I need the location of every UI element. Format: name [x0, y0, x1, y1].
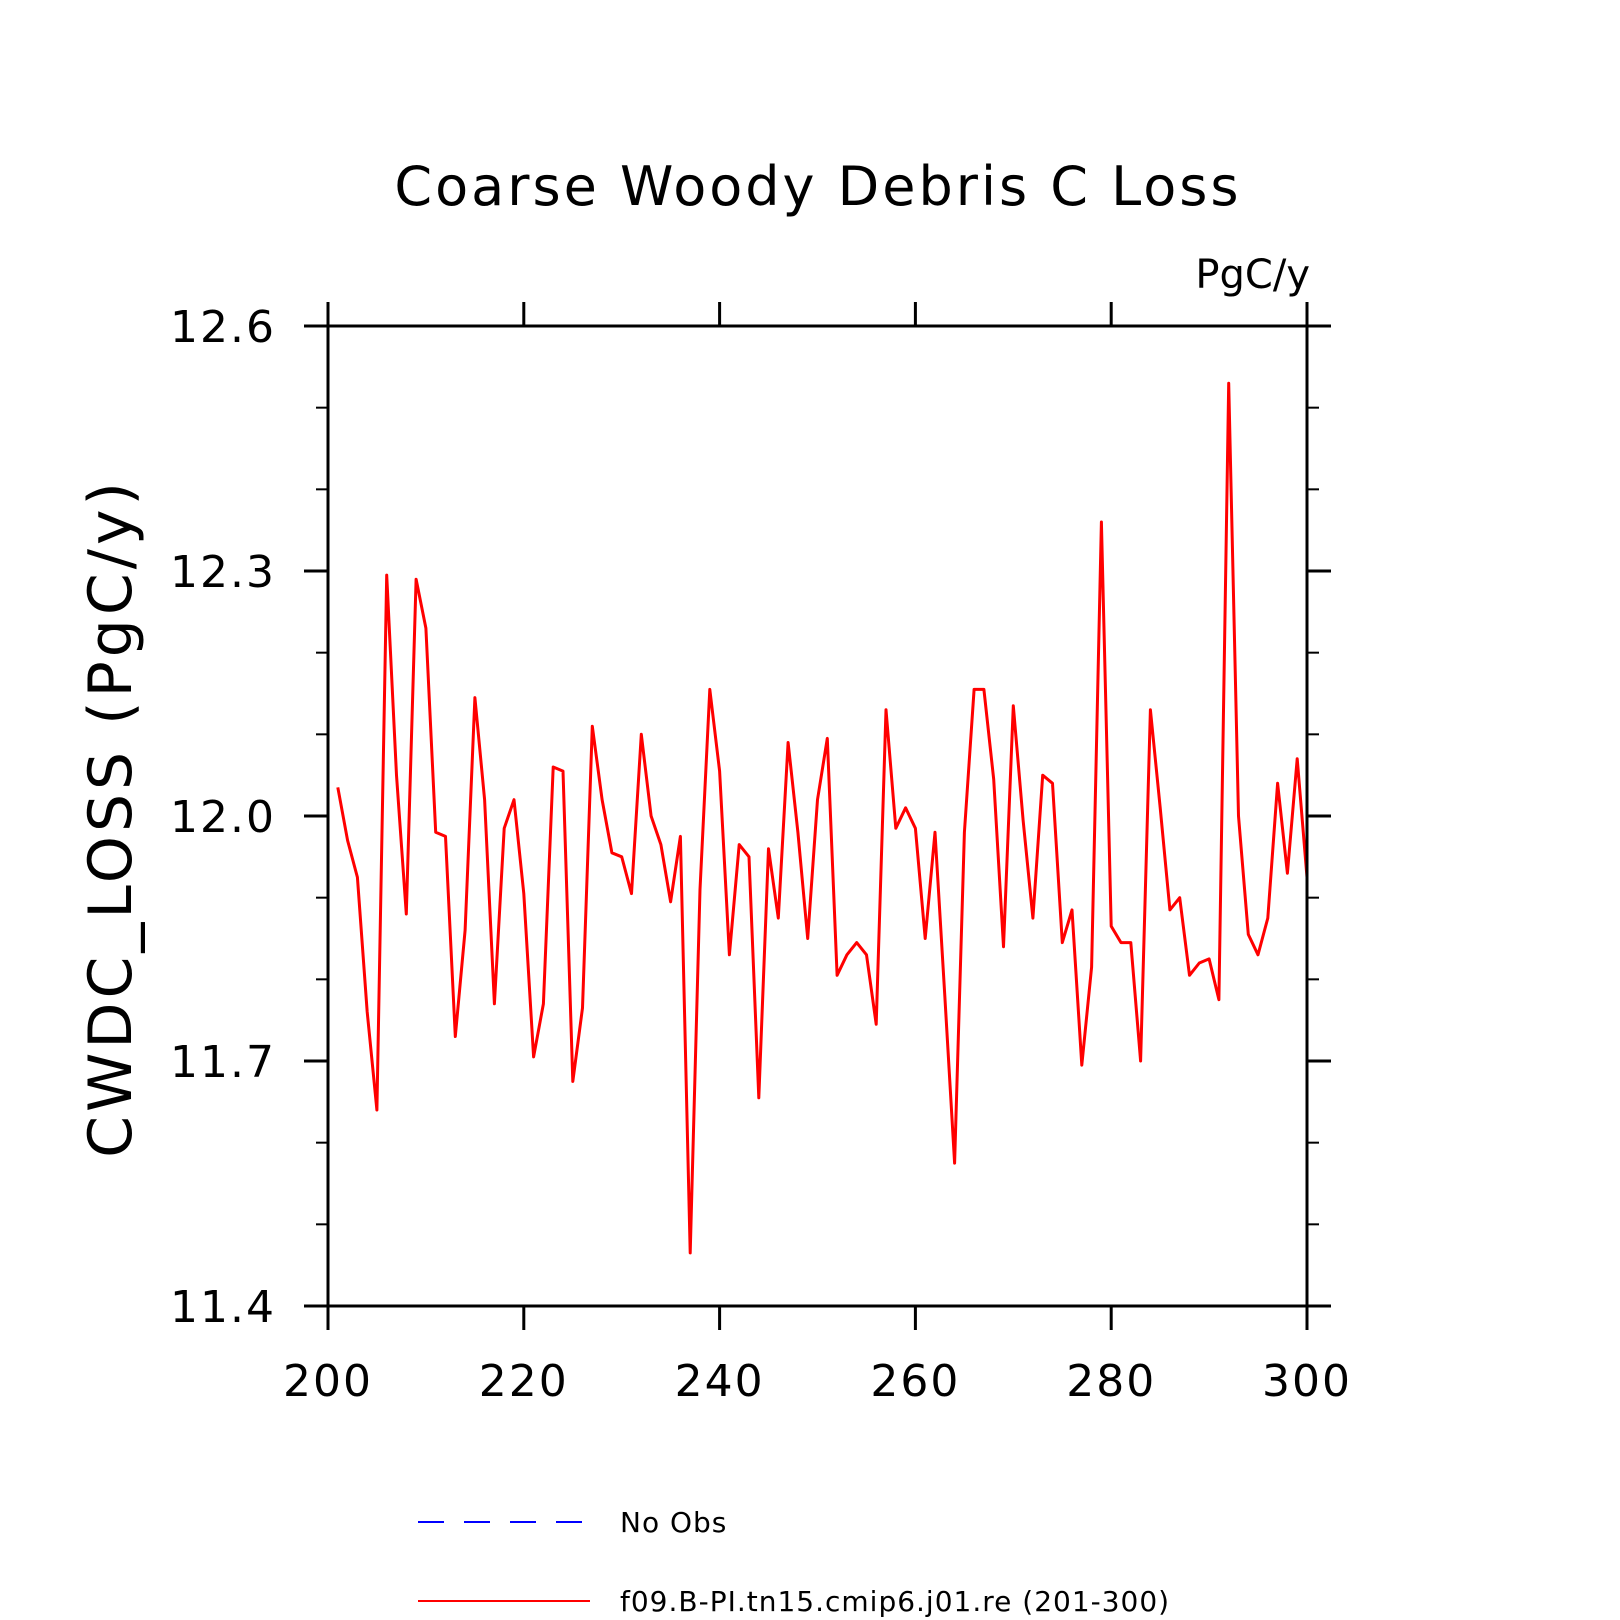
x-tick-label-260: 260: [870, 1356, 960, 1407]
plot-frame: [326, 324, 1309, 1308]
x-tick-label-240: 240: [675, 1356, 765, 1407]
legend-label-no-obs: No Obs: [620, 1506, 727, 1539]
legend: No Obs f09.B-PI.tn15.cmip6.j01.re (201-3…: [418, 1506, 1170, 1618]
units-label: PgC/y: [1195, 252, 1310, 298]
axis-ticks: [304, 302, 1331, 1330]
x-tick-label-300: 300: [1262, 1356, 1352, 1407]
y-tick-label-12.6: 12.6: [170, 302, 276, 353]
y-tick-label-11.4: 11.4: [170, 1282, 276, 1333]
x-tick-label-280: 280: [1066, 1356, 1156, 1407]
y-axis-label: CWDC_LOSS (PgC/y): [76, 478, 146, 1158]
chart-title: Coarse Woody Debris C Loss: [394, 155, 1241, 218]
y-tick-label-12: 12.0: [170, 792, 276, 843]
x-tick-label-200: 200: [283, 1356, 373, 1407]
y-tick-label-11.7: 11.7: [170, 1037, 276, 1088]
legend-label-model-run: f09.B-PI.tn15.cmip6.j01.re (201-300): [620, 1585, 1170, 1618]
y-tick-labels: 11.4 11.7 12.0 12.3 12.6: [170, 302, 276, 1333]
series-layer: [336, 381, 1309, 1255]
x-tick-label-220: 220: [479, 1356, 569, 1407]
x-tick-labels: 200 220 240 260 280 300: [283, 1356, 1352, 1407]
y-tick-label-12.3: 12.3: [170, 547, 276, 598]
series-line-1: [336, 381, 1309, 1255]
